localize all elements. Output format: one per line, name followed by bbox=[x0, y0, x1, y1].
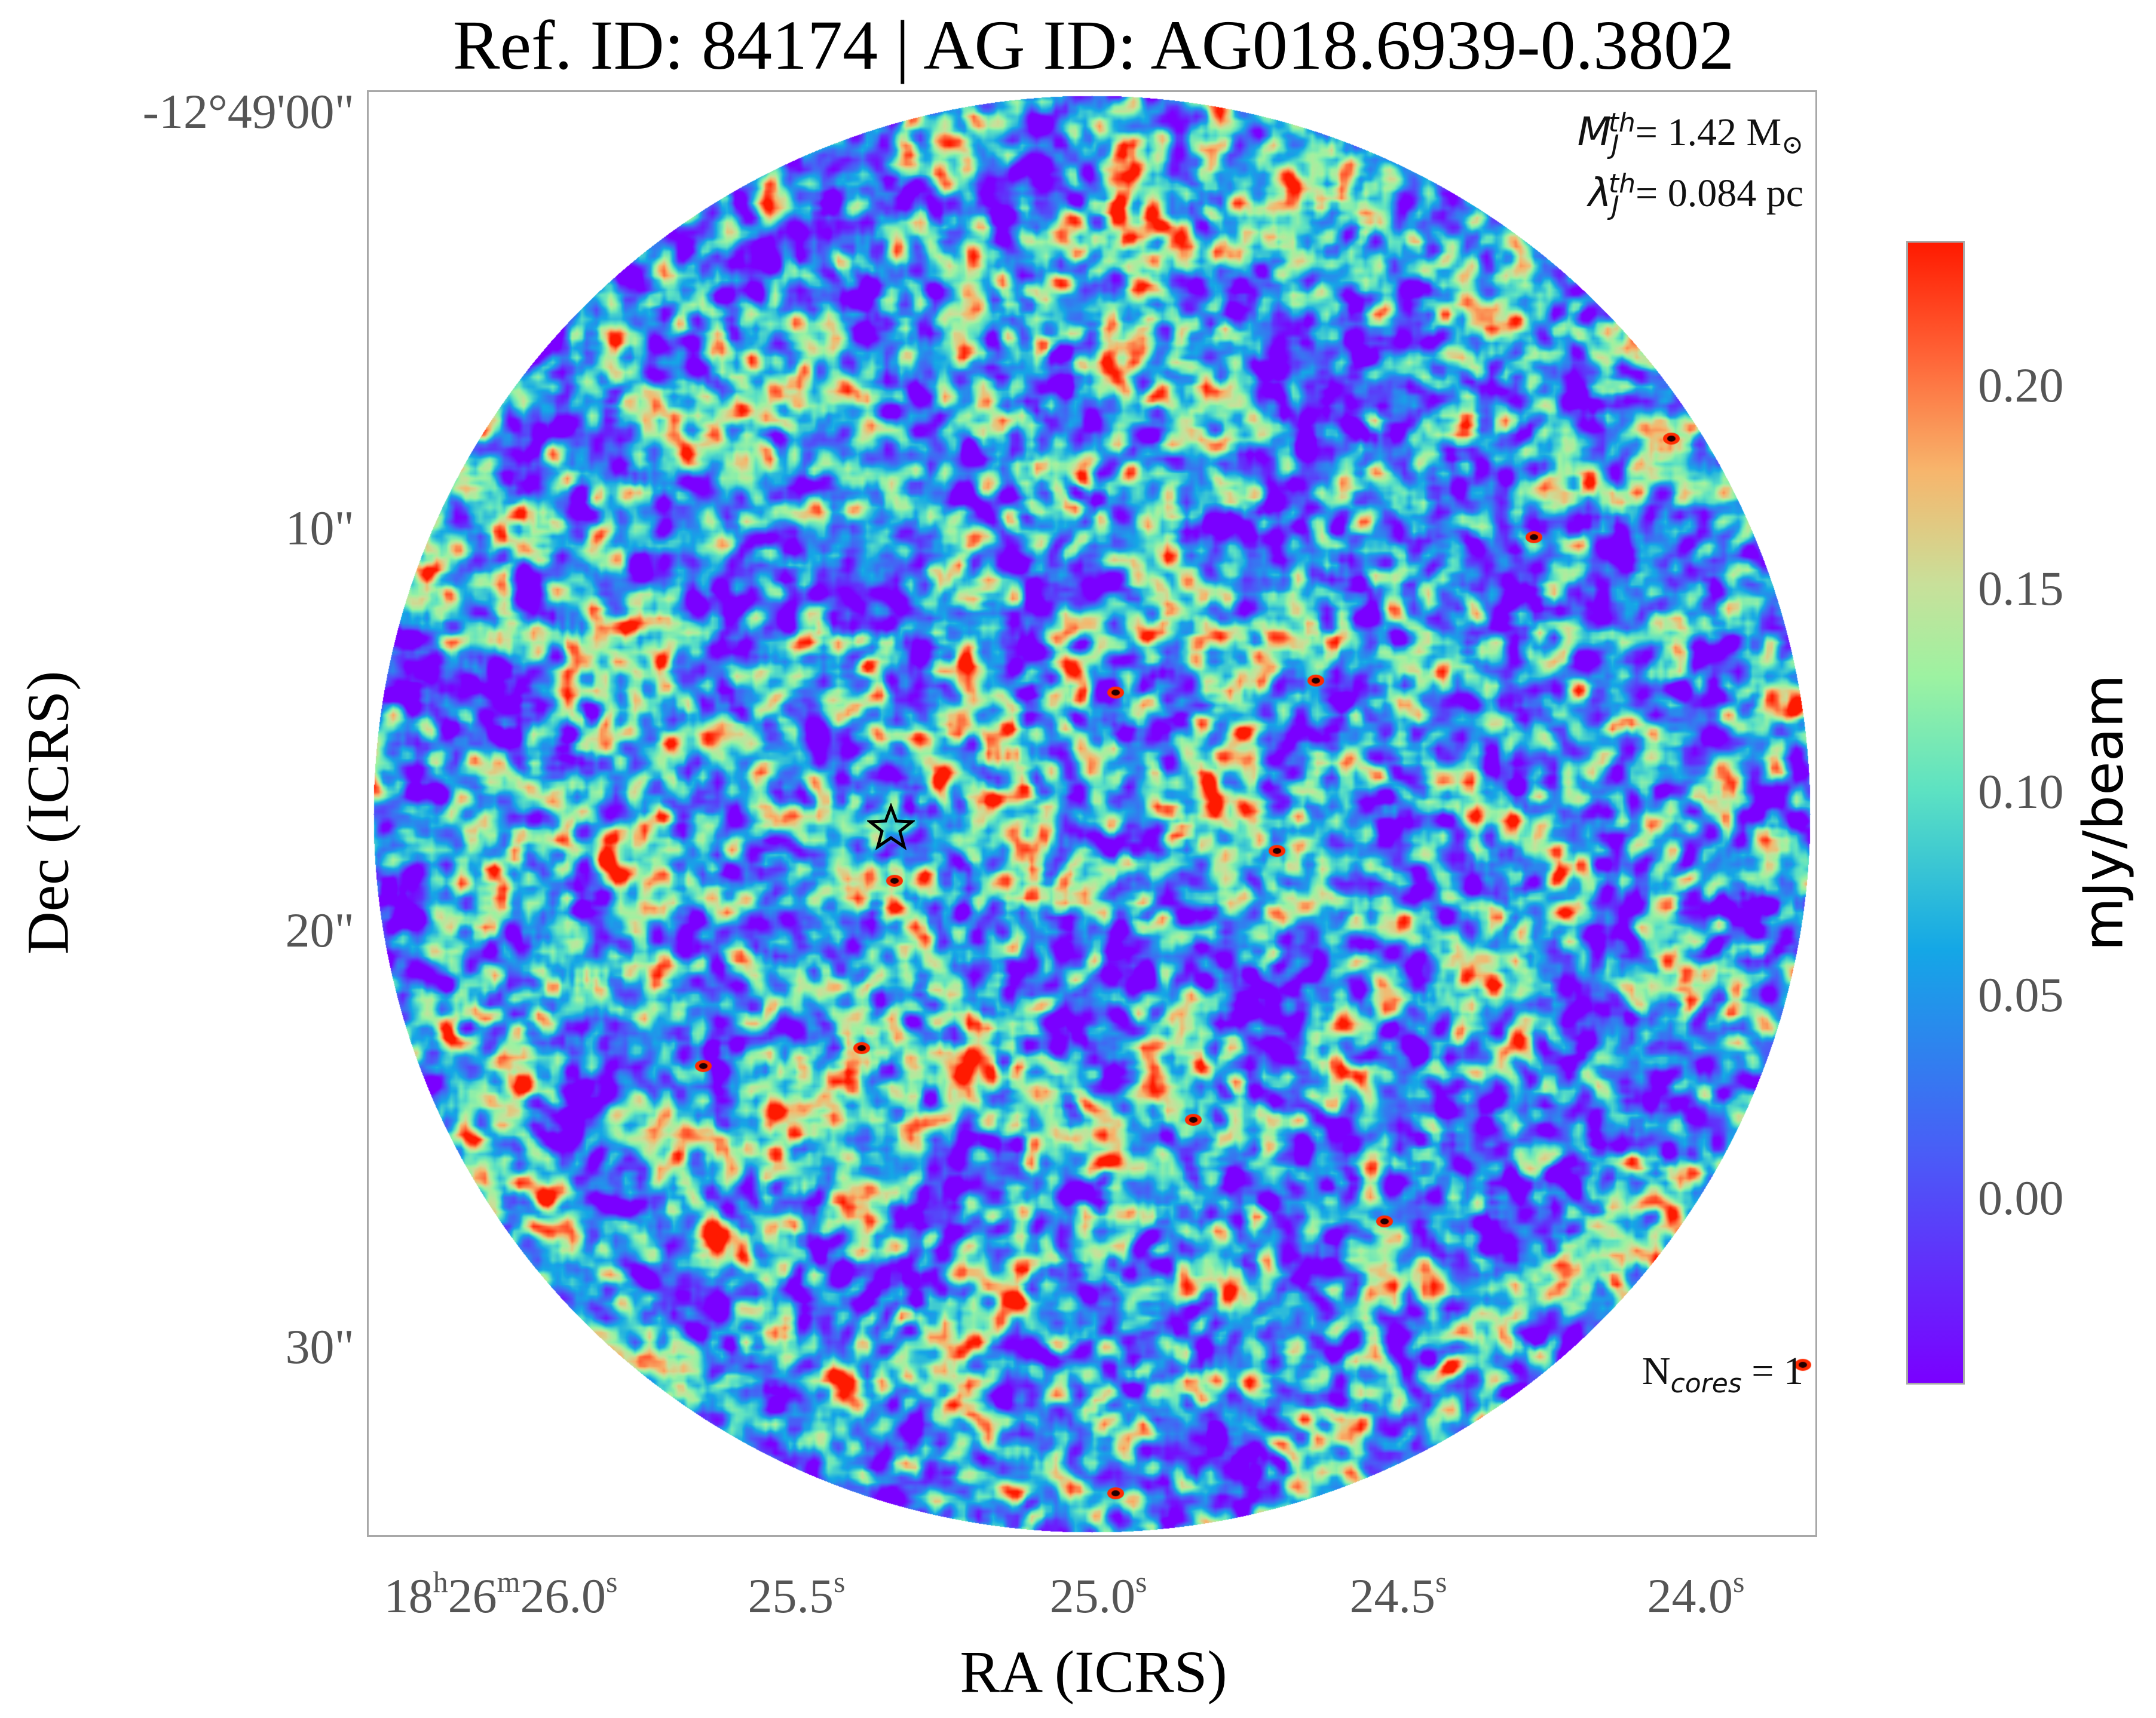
star-marker bbox=[867, 803, 915, 850]
y-tick-label: 10" bbox=[285, 501, 354, 555]
y-tick-label: 20" bbox=[285, 903, 354, 957]
colorbar-label: mJy/beam bbox=[2071, 674, 2136, 951]
colorbar-tick-label: 0.15 bbox=[1978, 561, 2064, 615]
colorbar-tick-label: 0.10 bbox=[1978, 764, 2064, 819]
colorbar-tick-label: 0.20 bbox=[1978, 358, 2064, 412]
colorbar-tick-label: 0.05 bbox=[1978, 967, 2064, 1022]
colorbar-tick-label: 0.00 bbox=[1978, 1171, 2064, 1225]
x-tick-label: 25.0s bbox=[1049, 1565, 1147, 1623]
mass-annotation: MJth= 1.42 M⊙ bbox=[1577, 108, 1803, 161]
x-axis-label: RA (ICRS) bbox=[960, 1639, 1227, 1705]
ncores-annotation: Ncores = 1 bbox=[1642, 1349, 1803, 1399]
x-tick-label: 18h26m26.0s bbox=[384, 1565, 618, 1623]
x-tick-label: 24.5s bbox=[1349, 1565, 1447, 1623]
y-axis-label: Dec (ICRS) bbox=[14, 670, 81, 955]
heatmap-canvas bbox=[369, 92, 1815, 1535]
colorbar bbox=[1906, 241, 1965, 1385]
y-tick-label: 30" bbox=[285, 1319, 354, 1374]
x-tick-label: 25.5s bbox=[748, 1565, 846, 1623]
x-tick-label: 24.0s bbox=[1647, 1565, 1745, 1623]
chart-title: Ref. ID: 84174 | AG ID: AG018.6939-0.380… bbox=[452, 6, 1735, 84]
lambda-annotation: λJth= 0.084 pc bbox=[1588, 169, 1803, 222]
y-tick-label: -12°49'00" bbox=[142, 84, 354, 139]
plot-area: MJth= 1.42 M⊙ λJth= 0.084 pc Ncores = 1 bbox=[367, 90, 1817, 1537]
